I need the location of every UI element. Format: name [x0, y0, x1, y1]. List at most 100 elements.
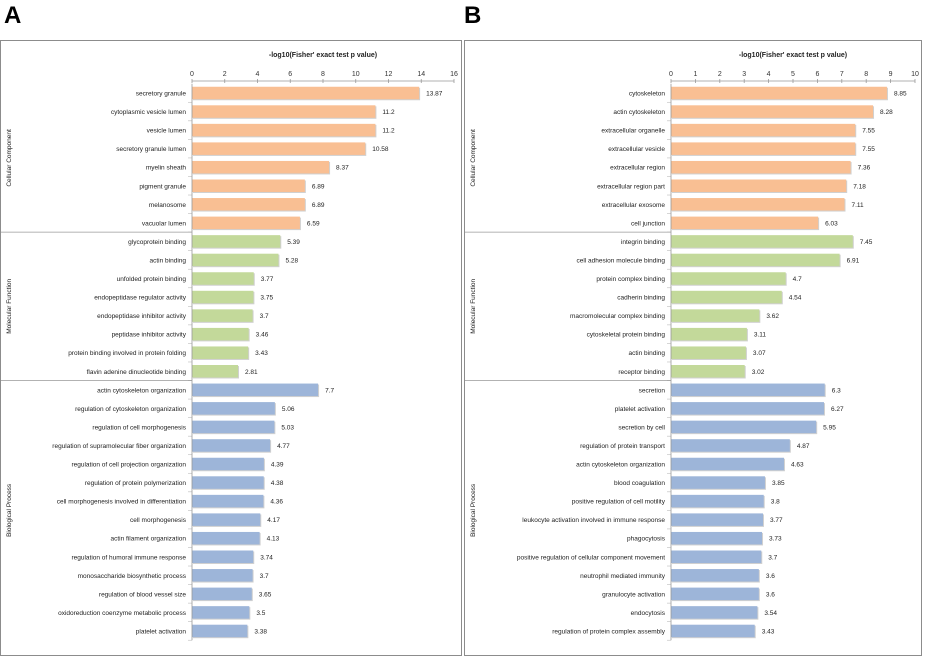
chart-a-tick-label: 6	[288, 71, 292, 78]
chart-a-value-label: 6.89	[312, 202, 325, 209]
chart-a-bar-melanosome	[192, 198, 305, 211]
chart-a-category-label: regulation of blood vessel size	[99, 591, 186, 598]
panel-label-b: B	[464, 2, 482, 29]
chart-a-value-label: 13.87	[426, 91, 443, 98]
chart-a-value-label: 5.03	[281, 424, 294, 431]
chart-b-category-label: extracellular organelle	[601, 128, 665, 135]
chart-b-value-label: 7.18	[853, 183, 866, 190]
chart-a-bar-regulation-of-cell-projection-organization	[192, 457, 264, 471]
chart-a-group-label: Molecular Function	[6, 278, 13, 333]
chart-a-tick-label: 14	[417, 71, 425, 78]
chart-a-value-label: 3.46	[256, 332, 269, 339]
chart-b-value-label: 7.55	[862, 146, 875, 153]
chart-a-category-label: secretory granule lumen	[116, 146, 186, 153]
chart-a-tick-label: 8	[321, 71, 325, 78]
chart-b-value-label: 6.91	[847, 257, 860, 264]
chart-b-value-label: 3.77	[770, 517, 783, 524]
chart-b-value-label: 7.55	[862, 128, 875, 135]
chart-a-category-label: protein binding involved in protein fold…	[68, 350, 186, 357]
chart-b-bar-granulocyte-activation	[671, 587, 759, 601]
chart-a-bar-regulation-of-cytoskeleton-organization	[192, 402, 275, 415]
chart-a-value-label: 4.36	[270, 499, 283, 506]
chart-b-category-label: extracellular region	[610, 165, 665, 172]
chart-b-bar-actin-cytoskeleton-organization	[671, 457, 784, 471]
chart-b-value-label: 4.87	[797, 443, 810, 450]
chart-b-bar-blood-coagulation	[671, 476, 765, 489]
chart-a-category-label: regulation of cytoskeleton organization	[75, 406, 186, 413]
chart-a-category-label: actin filament organization	[110, 536, 186, 543]
chart-a-bar-regulation-of-cell-morphogenesis	[192, 420, 275, 434]
chart-a-value-label: 4.13	[267, 536, 280, 543]
chart-a-category-label: myelin sheath	[146, 165, 186, 172]
chart-a-category-label: platelet activation	[136, 628, 187, 635]
chart-b-tick-label: 1	[693, 71, 697, 78]
chart-b-category-label: positive regulation of cellular componen…	[517, 554, 665, 561]
chart-b-bar-cell-adhesion-molecule-binding	[671, 253, 840, 267]
chart-b-bar-phagocytosis	[671, 531, 763, 545]
chart-b-value-label: 7.11	[851, 202, 864, 209]
chart-b-category-label: protein complex binding	[596, 276, 665, 283]
chart-a-tick-label: 10	[352, 71, 360, 78]
chart-a-bar-peptidase-inhibitor-activity	[192, 327, 249, 341]
chart-a-axis-title: -log10(Fisher' exact test p value)	[269, 52, 377, 59]
chart-b-bar-regulation-of-protein-transport	[671, 439, 790, 452]
chart-b-value-label: 8.28	[880, 109, 893, 116]
chart-b-bar-receptor-binding	[671, 365, 745, 378]
chart-b-value-label: 6.03	[825, 220, 838, 227]
chart-a-value-label: 5.06	[282, 406, 295, 413]
chart-a-category-label: cell morphogenesis involved in different…	[57, 499, 187, 506]
chart-a-value-label: 5.28	[285, 257, 298, 264]
chart-a-bar-actin-filament-organization	[192, 531, 260, 545]
chart-a-bar-actin-cytoskeleton-organization	[192, 383, 319, 397]
chart-a-value-label: 3.77	[261, 276, 274, 283]
chart-b-value-label: 3.6	[766, 591, 775, 598]
chart-b-tick-label: 10	[911, 71, 919, 78]
chart-b-category-label: cytoskeleton	[629, 91, 666, 98]
chart-a-category-label: cell morphogenesis	[130, 517, 187, 524]
chart-a-bar-endopeptidase-regulator-activity	[192, 290, 254, 304]
chart-a-bar-regulation-of-humoral-immune-response	[192, 550, 254, 563]
chart-a-value-label: 11.2	[382, 109, 395, 116]
chart-a-tick-label: 4	[256, 71, 260, 78]
chart-b-value-label: 6.27	[831, 406, 844, 413]
chart-a: -log10(Fisher' exact test p value) 0 2 4 6 8 1…	[0, 40, 462, 656]
chart-a-bar-monosaccharide-biosynthetic-process	[192, 569, 253, 582]
chart-b-bar-cadherin-binding	[671, 290, 782, 304]
chart-b-category-label: regulation of protein transport	[580, 443, 665, 450]
chart-b-bar-integrin-binding	[671, 235, 853, 248]
chart-b: -log10(Fisher' exact test p value) 0 1 2 3 4 5…	[464, 40, 922, 656]
chart-a-value-label: 3.5	[256, 610, 265, 617]
chart-a-bar-pigment-granule	[192, 179, 305, 192]
chart-a-bar-actin-binding	[192, 253, 279, 267]
chart-b-value-label: 3.02	[752, 369, 765, 376]
chart-b-category-label: neutrophil mediated immunity	[580, 573, 666, 580]
chart-b-value-label: 3.6	[766, 573, 775, 580]
chart-b-bar-macromolecular-complex-binding	[671, 309, 760, 322]
chart-b-bar-endocytosis	[671, 606, 758, 619]
chart-a-value-label: 8.37	[336, 165, 349, 172]
chart-b-bar-extracellular-region-part	[671, 179, 847, 192]
chart-b-value-label: 8.85	[894, 91, 907, 98]
chart-a-category-label: oxidoreduction coenzyme metabolic proces…	[58, 610, 187, 617]
chart-b-category-label: extracellular vesicle	[608, 146, 665, 153]
chart-a-category-label: melanosome	[149, 202, 187, 209]
chart-b-category-label: platelet activation	[615, 406, 666, 413]
chart-a-value-label: 3.74	[260, 554, 273, 561]
chart-a-bar-flavin-adenine-dinucleotide-binding	[192, 365, 239, 378]
chart-b-category-label: phagocytosis	[627, 536, 666, 543]
chart-a-value-label: 5.39	[287, 239, 300, 246]
chart-b-category-label: positive regulation of cell motility	[572, 499, 666, 506]
chart-a-value-label: 3.65	[259, 591, 272, 598]
chart-a-bar-oxidoreduction-coenzyme-metabolic-process	[192, 606, 250, 619]
chart-a-category-label: endopeptidase inhibitor activity	[97, 313, 187, 320]
chart-a-value-label: 6.59	[307, 220, 320, 227]
chart-b-value-label: 3.62	[766, 313, 779, 320]
chart-b-tick-label: 0	[669, 71, 673, 78]
chart-a-value-label: 3.7	[260, 313, 269, 320]
chart-a-category-label: cytoplasmic vesicle lumen	[111, 109, 187, 116]
chart-b-bar-extracellular-vesicle	[671, 142, 856, 155]
chart-b-category-label: receptor binding	[618, 369, 665, 376]
chart-a-value-label: 3.43	[255, 350, 268, 357]
chart-b-tick-label: 4	[767, 71, 771, 78]
chart-b-bar-leukocyte-activation-involved-in-immune-response	[671, 513, 763, 526]
